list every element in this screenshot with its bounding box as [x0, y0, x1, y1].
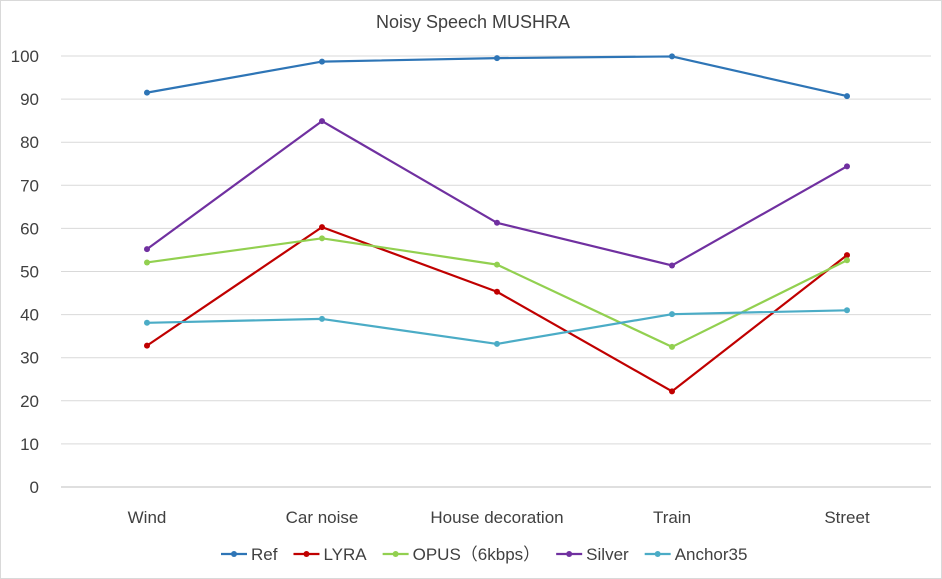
data-point	[144, 319, 150, 326]
series-opus-6kbps-	[144, 235, 850, 350]
data-point	[844, 257, 850, 264]
series-line	[146, 119, 848, 267]
x-tick-label: Street	[824, 508, 870, 527]
legend-item: LYRA	[293, 545, 367, 564]
data-point	[844, 307, 850, 314]
chart-title: Noisy Speech MUSHRA	[376, 12, 570, 32]
series-ref	[144, 53, 850, 100]
y-tick-label: 40	[20, 306, 39, 325]
y-tick-label: 100	[11, 47, 39, 66]
data-point	[669, 311, 675, 318]
y-axis-ticks: 0 10 20 30 40 50 60 70 80 90 100	[11, 47, 39, 497]
data-point	[144, 246, 150, 253]
x-tick-label: House decoration	[430, 508, 563, 527]
data-point	[669, 53, 675, 60]
legend-label: Silver	[586, 545, 629, 564]
data-point	[319, 315, 325, 322]
data-point	[144, 259, 150, 266]
legend-label: Ref	[251, 545, 278, 564]
series-silver	[144, 118, 850, 269]
legend-label: Anchor35	[675, 545, 748, 564]
data-point	[669, 388, 675, 395]
gridlines	[61, 55, 931, 488]
x-tick-label: Train	[653, 508, 691, 527]
data-point	[844, 163, 850, 170]
legend-swatch-marker	[231, 551, 237, 557]
legend-label: OPUS（6kbps）	[413, 545, 541, 564]
series-line	[146, 226, 848, 393]
x-tick-label: Car noise	[286, 508, 359, 527]
legend-item: Silver	[556, 545, 629, 564]
data-point	[669, 343, 675, 350]
y-tick-label: 80	[20, 133, 39, 152]
data-point	[494, 261, 500, 268]
data-point	[494, 288, 500, 295]
x-axis-ticks: Wind Car noise House decoration Train Street	[128, 508, 870, 527]
legend: Ref LYRA OPUS（6kbps） Silver Anchor35	[221, 545, 747, 564]
legend-swatch-marker	[566, 551, 573, 557]
data-point	[319, 235, 325, 242]
legend-label: LYRA	[323, 545, 367, 564]
series-line	[146, 55, 848, 98]
data-point	[319, 118, 325, 125]
data-point	[319, 224, 325, 231]
y-tick-label: 20	[20, 392, 39, 411]
y-tick-label: 0	[30, 478, 39, 497]
legend-item: Anchor35	[644, 545, 748, 564]
series-layer	[144, 53, 850, 395]
y-tick-label: 90	[20, 90, 39, 109]
data-point	[494, 340, 500, 347]
series-line	[146, 309, 848, 346]
y-tick-label: 50	[20, 263, 39, 282]
x-tick-label: Wind	[128, 508, 167, 527]
y-tick-label: 30	[20, 349, 39, 368]
data-point	[319, 58, 325, 65]
y-tick-label: 70	[20, 176, 39, 195]
series-anchor35	[144, 307, 850, 347]
data-point	[844, 93, 850, 100]
legend-item: Ref	[221, 545, 278, 564]
data-point	[494, 55, 500, 62]
data-point	[669, 262, 675, 269]
y-tick-label: 60	[20, 219, 39, 238]
data-point	[844, 252, 850, 259]
legend-item: OPUS（6kbps）	[382, 545, 541, 564]
data-point	[144, 89, 150, 96]
legend-swatch-marker	[392, 551, 399, 557]
series-lyra	[144, 224, 850, 395]
legend-swatch-marker	[303, 551, 310, 557]
data-point	[144, 342, 150, 349]
legend-swatch-marker	[654, 551, 661, 557]
data-point	[494, 219, 500, 226]
y-tick-label: 10	[20, 435, 39, 454]
